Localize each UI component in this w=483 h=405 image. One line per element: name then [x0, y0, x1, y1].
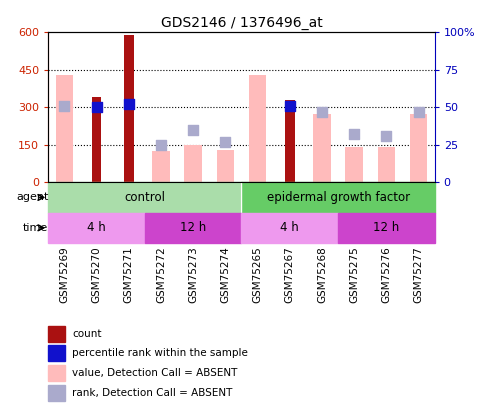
Point	[157, 141, 165, 148]
Bar	[48, 365, 65, 381]
Point	[286, 102, 294, 109]
Bar	[185, 145, 202, 182]
Text: GSM75268: GSM75268	[317, 247, 327, 303]
Point	[60, 102, 68, 109]
Point	[318, 109, 326, 115]
Text: GSM75271: GSM75271	[124, 247, 134, 303]
Bar	[285, 100, 295, 182]
Text: control: control	[125, 191, 165, 204]
Bar	[56, 75, 73, 182]
Bar	[48, 384, 65, 401]
Point	[125, 101, 133, 108]
Point	[383, 132, 390, 139]
Bar	[92, 97, 101, 182]
Text: 4 h: 4 h	[281, 221, 299, 234]
Text: GSM75272: GSM75272	[156, 247, 166, 303]
Point	[93, 104, 100, 111]
Bar	[48, 345, 65, 361]
Bar	[124, 35, 134, 182]
Bar	[145, 213, 242, 243]
Point	[350, 131, 358, 138]
Text: epidermal growth factor: epidermal growth factor	[267, 191, 410, 204]
Text: count: count	[72, 329, 102, 339]
Text: GSM75276: GSM75276	[382, 247, 391, 303]
Text: time: time	[23, 223, 48, 233]
Bar	[48, 213, 145, 243]
Bar	[345, 147, 363, 182]
Bar	[216, 150, 234, 182]
Text: 12 h: 12 h	[373, 221, 399, 234]
Text: GSM75267: GSM75267	[285, 247, 295, 303]
Bar	[249, 75, 267, 182]
Bar	[378, 147, 395, 182]
Text: GSM75273: GSM75273	[188, 247, 198, 303]
Text: GSM75265: GSM75265	[253, 247, 263, 303]
Text: agent: agent	[16, 192, 48, 202]
Bar	[152, 151, 170, 182]
Title: GDS2146 / 1376496_at: GDS2146 / 1376496_at	[161, 16, 322, 30]
Text: rank, Detection Call = ABSENT: rank, Detection Call = ABSENT	[72, 388, 233, 398]
Text: 4 h: 4 h	[87, 221, 106, 234]
Text: GSM75274: GSM75274	[220, 247, 230, 303]
Bar	[410, 113, 427, 182]
Bar	[48, 182, 242, 213]
Text: GSM75269: GSM75269	[59, 247, 70, 303]
Text: 12 h: 12 h	[180, 221, 206, 234]
Bar	[313, 113, 331, 182]
Bar	[338, 213, 435, 243]
Bar	[242, 213, 338, 243]
Bar	[48, 326, 65, 342]
Text: GSM75270: GSM75270	[92, 247, 101, 303]
Point	[415, 109, 423, 115]
Text: percentile rank within the sample: percentile rank within the sample	[72, 348, 248, 358]
Text: value, Detection Call = ABSENT: value, Detection Call = ABSENT	[72, 368, 238, 378]
Text: GSM75277: GSM75277	[413, 247, 424, 303]
Bar	[242, 182, 435, 213]
Text: GSM75275: GSM75275	[349, 247, 359, 303]
Point	[189, 126, 197, 133]
Point	[222, 139, 229, 145]
